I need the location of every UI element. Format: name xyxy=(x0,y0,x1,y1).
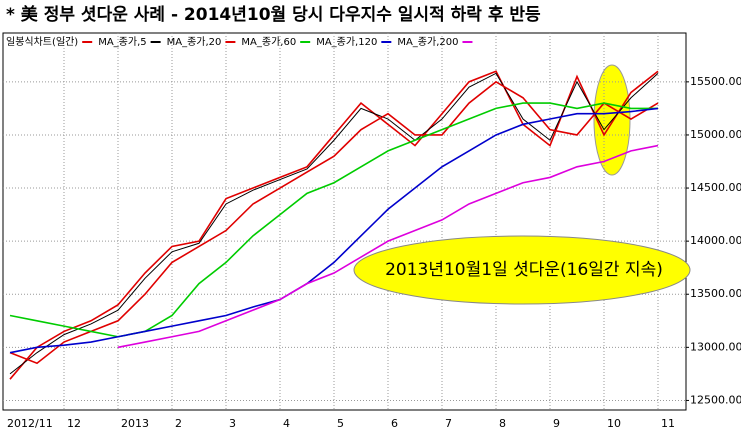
legend-label: MA_종가,120 xyxy=(316,36,377,48)
plot-frame xyxy=(2,32,687,411)
x-tick-label: 10 xyxy=(607,417,621,430)
x-tick-label: 5 xyxy=(337,417,344,430)
y-tick-label: 14500.00 xyxy=(690,181,741,194)
y-tick-label: 13500.00 xyxy=(690,287,741,300)
x-tick-label: 7 xyxy=(445,417,452,430)
annotation-ellipse xyxy=(353,235,691,305)
x-tick-label: 4 xyxy=(283,417,290,430)
x-tick-label: 2013 xyxy=(121,417,149,430)
y-tick-label: 14000.00 xyxy=(690,234,741,247)
x-tick-label: 9 xyxy=(553,417,560,430)
x-tick-label: 8 xyxy=(499,417,506,430)
legend-label: 일봉식차트(일간) xyxy=(6,36,78,48)
x-tick-label: 12 xyxy=(67,417,81,430)
x-tick-label: 2012/11 xyxy=(7,417,53,430)
legend-label: MA_종가,5 xyxy=(98,36,146,48)
annotation: 2013년10월1일 셧다운(16일간 지속) xyxy=(385,260,663,280)
legend-label: MA_종가,60 xyxy=(241,36,296,48)
series-layer xyxy=(3,33,686,410)
chart-title: * 美 정부 셧다운 사례 - 2014년10월 당시 다우지수 일시적 하락 … xyxy=(6,4,541,25)
x-tick-label: 2 xyxy=(175,417,182,430)
x-tick-label: 6 xyxy=(391,417,398,430)
legend-label: MA_종가,20 xyxy=(167,36,222,48)
series-line xyxy=(9,72,659,375)
legend-label: MA_종가,200 xyxy=(397,36,458,48)
series-line xyxy=(9,70,659,380)
y-tick-label: 15500.00 xyxy=(690,75,741,88)
series-line xyxy=(9,80,659,365)
y-tick-label: 12500.00 xyxy=(690,393,741,406)
y-tick-label: 13000.00 xyxy=(690,340,741,353)
x-tick-label: 11 xyxy=(661,417,675,430)
series-line xyxy=(9,107,659,354)
series-line xyxy=(117,144,659,349)
y-tick-label: 15000.00 xyxy=(690,128,741,141)
x-tick-label: 3 xyxy=(229,417,236,430)
